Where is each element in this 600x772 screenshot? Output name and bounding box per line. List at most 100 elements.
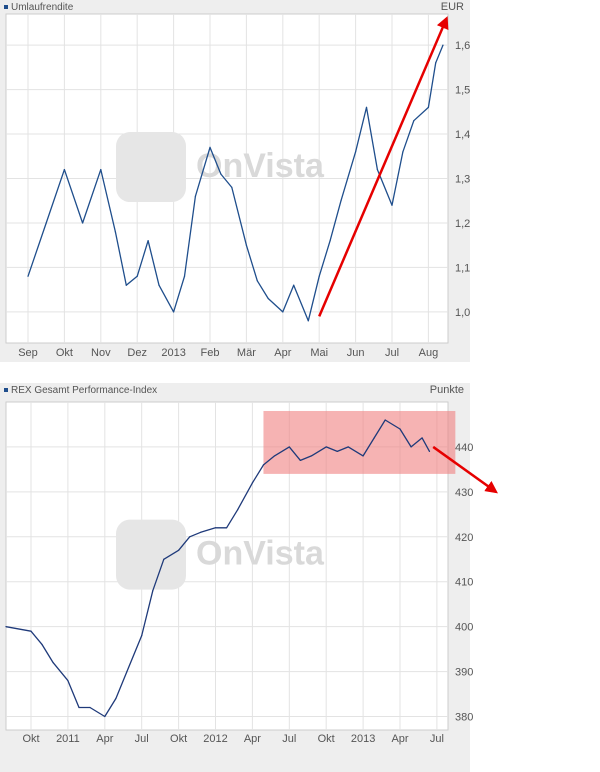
series-point <box>365 106 368 108</box>
y-tick-label: 1,6 <box>455 40 470 52</box>
x-tick-label: Okt <box>170 733 187 745</box>
trend-arrow <box>432 445 498 494</box>
series-point <box>442 44 444 46</box>
x-tick-label: 2011 <box>56 733 80 745</box>
series-point <box>325 446 327 448</box>
series-point <box>183 275 186 277</box>
series-point <box>147 240 149 242</box>
watermark-text: OnVista <box>196 147 325 185</box>
series-point <box>136 275 138 277</box>
series-point <box>126 670 128 673</box>
y-tick-label: 1,3 <box>455 174 470 186</box>
series-point <box>41 644 43 646</box>
series-point <box>310 455 313 457</box>
series-point <box>340 200 342 202</box>
series-point <box>52 662 54 664</box>
series-point <box>5 626 7 628</box>
series-point <box>293 284 295 286</box>
legend-swatch <box>4 5 8 9</box>
series-point <box>428 450 431 453</box>
series-point <box>45 222 47 224</box>
watermark-text: OnVista <box>196 535 325 573</box>
series-point <box>251 482 253 484</box>
series-point <box>362 455 364 457</box>
x-tick-label: 2013 <box>161 347 185 359</box>
series-point <box>141 635 143 637</box>
series-point <box>89 706 91 709</box>
y-tick-label: 430 <box>455 487 473 499</box>
x-tick-label: Dez <box>127 347 147 359</box>
trend-arrow <box>318 16 449 317</box>
y-tick-label: 390 <box>455 667 473 679</box>
series-point <box>209 146 211 148</box>
series-point <box>256 280 258 282</box>
series-point <box>115 697 117 700</box>
x-tick-label: Feb <box>201 347 220 359</box>
legend-label: Umlaufrendite <box>11 1 74 13</box>
series-point <box>347 446 349 448</box>
x-tick-label: Jul <box>135 733 149 745</box>
series-point <box>427 106 429 108</box>
x-tick-label: 2013 <box>351 733 375 745</box>
x-tick-label: Jul <box>385 347 399 359</box>
series-point <box>214 527 217 529</box>
series-point <box>410 446 412 448</box>
series-line <box>27 44 444 322</box>
series-point <box>163 558 165 560</box>
x-tick-label: Apr <box>274 347 291 359</box>
series-point <box>336 450 338 453</box>
series-point <box>200 531 202 533</box>
x-tick-label: Mai <box>310 347 328 359</box>
legend: Umlaufrendite <box>4 0 73 14</box>
legend: REX Gesamt Performance-Index <box>4 383 157 397</box>
x-tick-label: Jun <box>347 347 365 359</box>
x-tick-label: Aug <box>419 347 439 359</box>
series-point <box>245 244 247 246</box>
watermark-logo <box>116 519 186 590</box>
series-point <box>373 437 375 439</box>
y-tick-label: 400 <box>455 622 473 634</box>
series-point <box>178 549 180 551</box>
series-point <box>267 297 269 300</box>
series-point <box>402 151 404 153</box>
series-point <box>299 459 301 462</box>
series-point <box>114 231 116 233</box>
unit-label: EUR <box>440 1 464 13</box>
x-tick-label: Nov <box>91 347 111 359</box>
series-point <box>67 679 69 682</box>
series-point <box>100 169 102 171</box>
series-point <box>282 311 284 313</box>
y-tick-label: 380 <box>455 712 473 724</box>
series-point <box>355 151 357 153</box>
highlight-band <box>263 410 456 474</box>
series-point <box>158 284 160 286</box>
series-point <box>413 120 415 122</box>
series-point <box>391 204 393 206</box>
legend-label: REX Gesamt Performance-Index <box>11 384 158 396</box>
series-point <box>384 419 386 421</box>
y-tick-label: 1,5 <box>455 85 470 97</box>
series-point <box>318 275 320 277</box>
chart-1: 1,0 1,1 1,2 1,3 1,4 1,5 1,6 Sep Okt Nov Dez 2013 Feb… <box>5 13 470 359</box>
series-point <box>82 222 84 224</box>
series-point <box>125 284 127 286</box>
x-tick-label: Sep <box>18 347 38 359</box>
series-point <box>173 311 175 313</box>
series-point <box>329 240 331 242</box>
series-point <box>189 536 191 538</box>
unit-label: Punkte <box>429 384 464 396</box>
series-point <box>399 428 401 430</box>
x-tick-label: Apr <box>391 733 408 745</box>
series-point <box>421 437 423 439</box>
series-point <box>30 630 32 632</box>
x-tick-label: 2012 <box>203 733 227 745</box>
x-tick-label: Okt <box>56 347 73 359</box>
legend-swatch <box>4 388 8 392</box>
y-tick-label: 1,4 <box>455 129 470 141</box>
series-point <box>27 275 29 277</box>
y-tick-label: 440 <box>455 442 473 454</box>
y-tick-label: 1,0 <box>455 307 470 319</box>
y-tick-label: 1,2 <box>455 218 470 230</box>
series-point <box>273 455 276 457</box>
